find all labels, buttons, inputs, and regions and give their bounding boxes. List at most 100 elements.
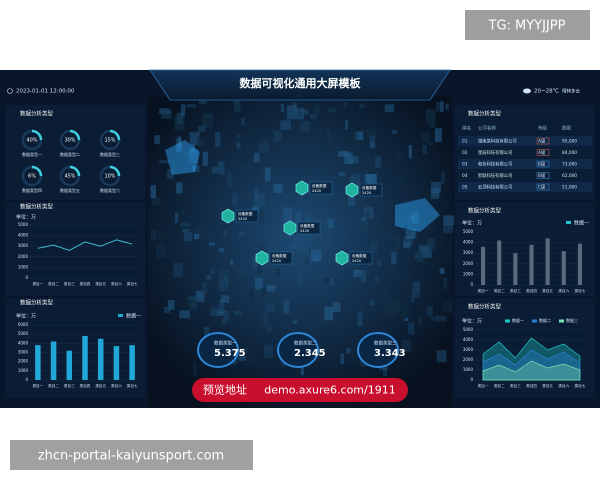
building: [369, 300, 375, 306]
building: [198, 100, 207, 105]
building: [218, 324, 223, 328]
building: [439, 268, 445, 274]
building: [241, 165, 249, 176]
building: [167, 300, 175, 310]
y-tick-label: 3000: [463, 347, 474, 352]
building: [359, 220, 368, 228]
table-cell: 湖南某科技有限公司: [478, 138, 517, 145]
building: [180, 222, 190, 227]
building: [150, 229, 157, 240]
x-tick-label: 类目五: [542, 383, 553, 388]
building: [294, 210, 302, 225]
building: [257, 143, 269, 153]
table-cell: 84,000: [562, 150, 577, 156]
x-tick-label: 类目四: [526, 288, 537, 293]
building: [257, 266, 262, 274]
building: [425, 109, 436, 124]
y-tick-label: 1000: [18, 368, 29, 373]
gauge-arc: [109, 129, 121, 141]
building: [177, 136, 181, 149]
building: [179, 310, 190, 319]
building: [391, 251, 397, 265]
building: [227, 173, 233, 188]
y-tick-label: 3000: [463, 250, 474, 255]
x-tick-label: 类目四: [80, 281, 91, 286]
building: [429, 124, 435, 129]
building: [263, 314, 269, 329]
bar: [97, 338, 104, 380]
building: [384, 104, 394, 113]
building: [434, 128, 442, 142]
legend-label: 数据二: [539, 317, 551, 323]
marker-card: [269, 251, 293, 265]
building: [382, 215, 392, 228]
building: [223, 275, 229, 291]
gauge-value: 45%: [64, 174, 75, 180]
building: [202, 151, 208, 166]
x-tick-label: 类目二: [48, 281, 59, 286]
building: [443, 215, 455, 226]
building: [306, 213, 311, 228]
building: [192, 165, 200, 172]
table-header: 公司名称: [478, 125, 496, 132]
building: [163, 307, 171, 313]
building: [327, 233, 332, 242]
building: [193, 362, 197, 376]
building: [443, 223, 454, 234]
bar: [50, 341, 57, 380]
building: [175, 213, 179, 223]
gauge-label: 数据类型二: [60, 151, 80, 157]
building: [193, 233, 200, 240]
building: [427, 238, 435, 251]
banner-url[interactable]: demo.axure6.com/1911: [264, 384, 395, 397]
building: [289, 198, 296, 204]
marker-card: [297, 221, 321, 235]
line: [37, 239, 133, 251]
preview-banner[interactable]: [192, 378, 408, 402]
building: [343, 102, 347, 108]
building: [255, 162, 261, 175]
gauge-value: 40%: [26, 138, 37, 144]
table-cell: A级: [538, 138, 546, 145]
building: [219, 281, 224, 292]
building: [338, 150, 349, 157]
building: [354, 131, 364, 141]
building: [314, 106, 320, 114]
building: [283, 207, 293, 223]
marker-value: 2420: [352, 259, 362, 263]
x-tick-label: 类目三: [64, 383, 75, 388]
building: [327, 218, 334, 229]
banner-label: 预览地址: [203, 383, 247, 397]
y-tick-label: 4000: [18, 340, 29, 345]
building: [255, 277, 263, 290]
building: [350, 173, 361, 187]
building: [264, 344, 273, 358]
building: [265, 302, 276, 312]
building: [260, 242, 266, 252]
building: [193, 188, 198, 196]
building: [152, 197, 160, 206]
table-row: [458, 159, 592, 169]
building: [347, 156, 359, 164]
marker-label: 设备数据: [272, 253, 287, 258]
table-cell: 73,000: [562, 162, 577, 168]
building: [430, 189, 440, 199]
table-header: 排名: [462, 125, 471, 132]
marker-icon: [345, 182, 359, 198]
panel-title: 数据分析类型: [468, 303, 502, 311]
marker-icon: [255, 250, 269, 266]
building: [436, 350, 447, 363]
building: [210, 267, 215, 275]
x-tick-label: 类目六: [558, 288, 569, 293]
building: [418, 316, 422, 325]
building: [389, 299, 400, 315]
building: [210, 307, 220, 317]
building: [411, 294, 415, 303]
building: [359, 308, 369, 320]
gauge-label: 数据类型四: [22, 187, 42, 193]
building: [397, 301, 406, 312]
unit-label: 单位：万: [462, 318, 482, 325]
glow-zone: [165, 140, 200, 175]
building: [412, 212, 420, 224]
gauge-label: 数据类型三: [100, 151, 120, 157]
